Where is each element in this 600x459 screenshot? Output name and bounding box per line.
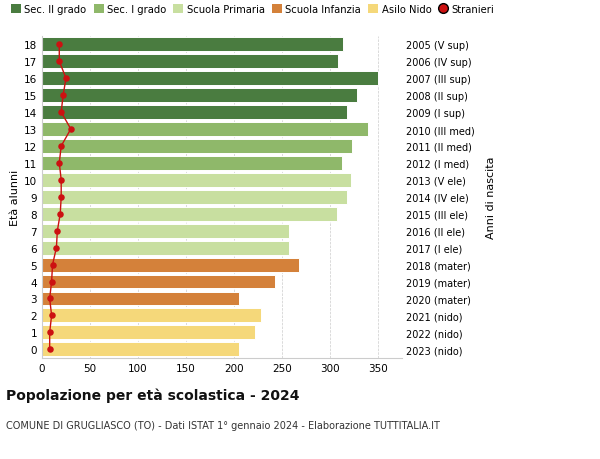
Bar [42, 292, 239, 306]
Bar [42, 72, 378, 86]
Point [47, 312, 56, 319]
Bar [42, 309, 261, 323]
Bar [42, 275, 275, 289]
Text: Popolazione per età scolastica - 2024: Popolazione per età scolastica - 2024 [6, 388, 299, 403]
Y-axis label: Età alunni: Età alunni [10, 169, 20, 225]
Bar [42, 224, 289, 238]
Point [53, 228, 62, 235]
Bar [42, 123, 368, 137]
Bar [42, 140, 352, 154]
Point [52, 245, 61, 252]
Bar [42, 38, 343, 52]
Bar [42, 207, 337, 221]
Bar [42, 106, 347, 120]
Point [47, 278, 56, 285]
Point [55, 160, 64, 167]
Bar [42, 326, 255, 340]
Point [45, 329, 55, 336]
Point [61, 75, 71, 83]
Bar [42, 174, 351, 187]
Point [45, 346, 55, 353]
Point [66, 126, 76, 134]
Point [56, 143, 66, 150]
Y-axis label: Anni di nascita: Anni di nascita [486, 156, 496, 239]
Bar [42, 342, 239, 357]
Point [56, 177, 66, 184]
Text: COMUNE DI GRUGLIASCO (TO) - Dati ISTAT 1° gennaio 2024 - Elaborazione TUTTITALIA: COMUNE DI GRUGLIASCO (TO) - Dati ISTAT 1… [6, 420, 440, 430]
Point [45, 295, 55, 302]
Point [56, 109, 66, 117]
Legend: Sec. II grado, Sec. I grado, Scuola Primaria, Scuola Infanzia, Asilo Nido, Stran: Sec. II grado, Sec. I grado, Scuola Prim… [11, 5, 494, 15]
Point [48, 261, 58, 269]
Point [58, 92, 68, 100]
Bar [42, 55, 338, 69]
Bar [42, 241, 289, 255]
Bar [42, 157, 341, 170]
Point [55, 58, 64, 66]
Bar [42, 258, 299, 272]
Point [56, 194, 66, 201]
Bar [42, 89, 357, 103]
Point [55, 41, 64, 49]
Bar [42, 190, 347, 204]
Point [55, 211, 65, 218]
